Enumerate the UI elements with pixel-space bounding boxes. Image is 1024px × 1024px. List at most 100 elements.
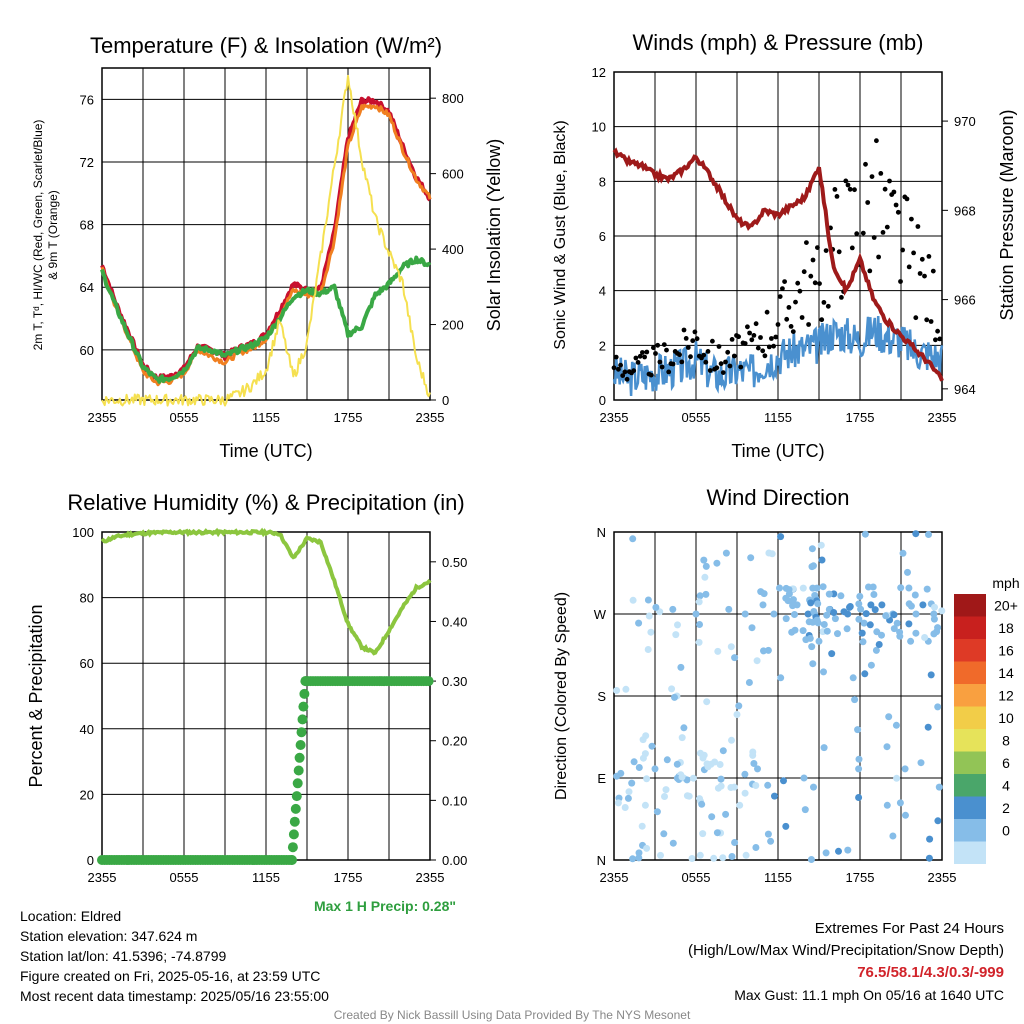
- gust-point: [716, 344, 722, 349]
- gust-point: [839, 295, 844, 300]
- gust-point: [701, 352, 707, 358]
- wdir-point: [844, 846, 852, 854]
- gust-point: [692, 329, 698, 335]
- gust-point: [688, 354, 693, 360]
- wdir-point: [736, 801, 744, 809]
- wdir-point: [930, 630, 938, 638]
- gust-point: [884, 224, 890, 230]
- wdir-point: [648, 742, 656, 750]
- rh-series-relative-humidity: [100, 527, 432, 656]
- precip-point: [287, 855, 297, 865]
- wdir-point: [635, 849, 643, 857]
- gust-point: [834, 194, 840, 199]
- legend-label: 4: [1002, 778, 1010, 794]
- rh-xtick-label: 0555: [170, 870, 199, 885]
- wind-panel-title: Winds (mph) & Pressure (mb): [633, 30, 924, 55]
- temp-ytick-label: 68: [80, 218, 94, 233]
- wdir-point: [771, 792, 778, 800]
- wdir-point: [849, 674, 857, 682]
- legend-label: 18: [998, 620, 1014, 636]
- wdir-point: [652, 603, 660, 611]
- gust-point: [642, 354, 647, 360]
- wdir-point: [741, 789, 749, 797]
- gust-point: [784, 316, 790, 322]
- credit-text: Created By Nick Bassill Using Data Provi…: [334, 1008, 691, 1022]
- wdir-point: [764, 781, 772, 789]
- wdir-point: [635, 764, 643, 771]
- gust-point: [657, 359, 663, 365]
- wdir-point: [808, 545, 816, 553]
- wdir-point: [919, 601, 927, 609]
- legend-swatch: [954, 639, 986, 662]
- gust-point: [933, 337, 938, 343]
- gust-point: [655, 342, 661, 348]
- gust-point: [799, 315, 805, 320]
- gust-point: [915, 224, 921, 229]
- wdir-point: [807, 599, 815, 607]
- gust-point: [661, 342, 667, 347]
- station-latlon: Station lat/lon: 41.5396; -74.8799: [20, 948, 227, 964]
- wdir-point: [810, 783, 817, 791]
- wdir-point: [695, 638, 703, 646]
- wdir-point: [617, 769, 625, 777]
- wdir-point: [629, 596, 637, 604]
- precip-point: [296, 727, 307, 738]
- gust-point: [906, 264, 912, 270]
- precip-point: [288, 829, 299, 840]
- wdir-xtick-label: 1755: [846, 870, 875, 885]
- wdir-point: [703, 698, 711, 706]
- gust-point: [904, 196, 910, 202]
- wdir-point: [747, 554, 755, 562]
- wdir-point: [722, 810, 730, 818]
- wdir-point: [872, 646, 880, 654]
- rh-plot: 0 20 40 60 80 100 0.00 0.10 0.20 0.30 0.40 0.50 2355…: [72, 525, 467, 885]
- wdir-point: [696, 749, 704, 757]
- gust-point: [742, 341, 748, 346]
- gust-point: [624, 376, 630, 382]
- wdir-point: [851, 696, 859, 704]
- wind-xtick-label: 1155: [764, 410, 792, 425]
- legend-swatch: [954, 751, 986, 774]
- gust-point: [845, 182, 851, 188]
- rh-y2tick-label: 0.10: [442, 793, 467, 808]
- gust-point: [917, 271, 923, 276]
- wdir-point: [735, 702, 743, 710]
- wind-ytick-label: 12: [592, 65, 606, 80]
- wdir-point: [629, 535, 637, 543]
- wdir-point: [678, 734, 686, 742]
- rh-y2tick-label: 0.20: [442, 734, 467, 749]
- wdir-point: [647, 628, 655, 636]
- wdir-point: [677, 663, 685, 671]
- gust-point: [637, 353, 643, 359]
- gust-point: [878, 171, 884, 176]
- legend-label: 20+: [994, 598, 1018, 614]
- gust-point: [723, 359, 728, 365]
- wdir-point: [753, 657, 761, 665]
- wdir-point: [716, 761, 724, 768]
- wdir-point: [752, 782, 760, 789]
- wdir-xtick-label: 0555: [682, 870, 711, 885]
- wdir-point: [625, 788, 633, 796]
- gust-point: [804, 240, 809, 246]
- gust-point: [631, 368, 637, 374]
- wdir-point: [780, 777, 787, 785]
- wdir-point: [754, 765, 761, 773]
- rh-y2tick-label: 0.50: [442, 555, 467, 570]
- gust-point: [825, 303, 831, 309]
- temp-series-td: [100, 255, 432, 384]
- wdir-point: [748, 624, 756, 632]
- rh-xtick-label: 1155: [252, 870, 280, 885]
- legend-label: 12: [998, 688, 1014, 704]
- wdir-point: [630, 758, 638, 766]
- rh-ylabel: Percent & Precipitation: [26, 604, 46, 787]
- wdir-point: [923, 585, 931, 593]
- wdir-point: [731, 654, 739, 662]
- wdir-ytick-label: N: [597, 525, 606, 540]
- wdir-point: [861, 530, 869, 538]
- gust-point: [694, 336, 700, 342]
- wdir-point: [912, 629, 920, 637]
- gust-point: [773, 334, 779, 340]
- gust-point: [664, 347, 669, 353]
- wdir-point: [867, 601, 875, 609]
- gust-point: [707, 368, 713, 373]
